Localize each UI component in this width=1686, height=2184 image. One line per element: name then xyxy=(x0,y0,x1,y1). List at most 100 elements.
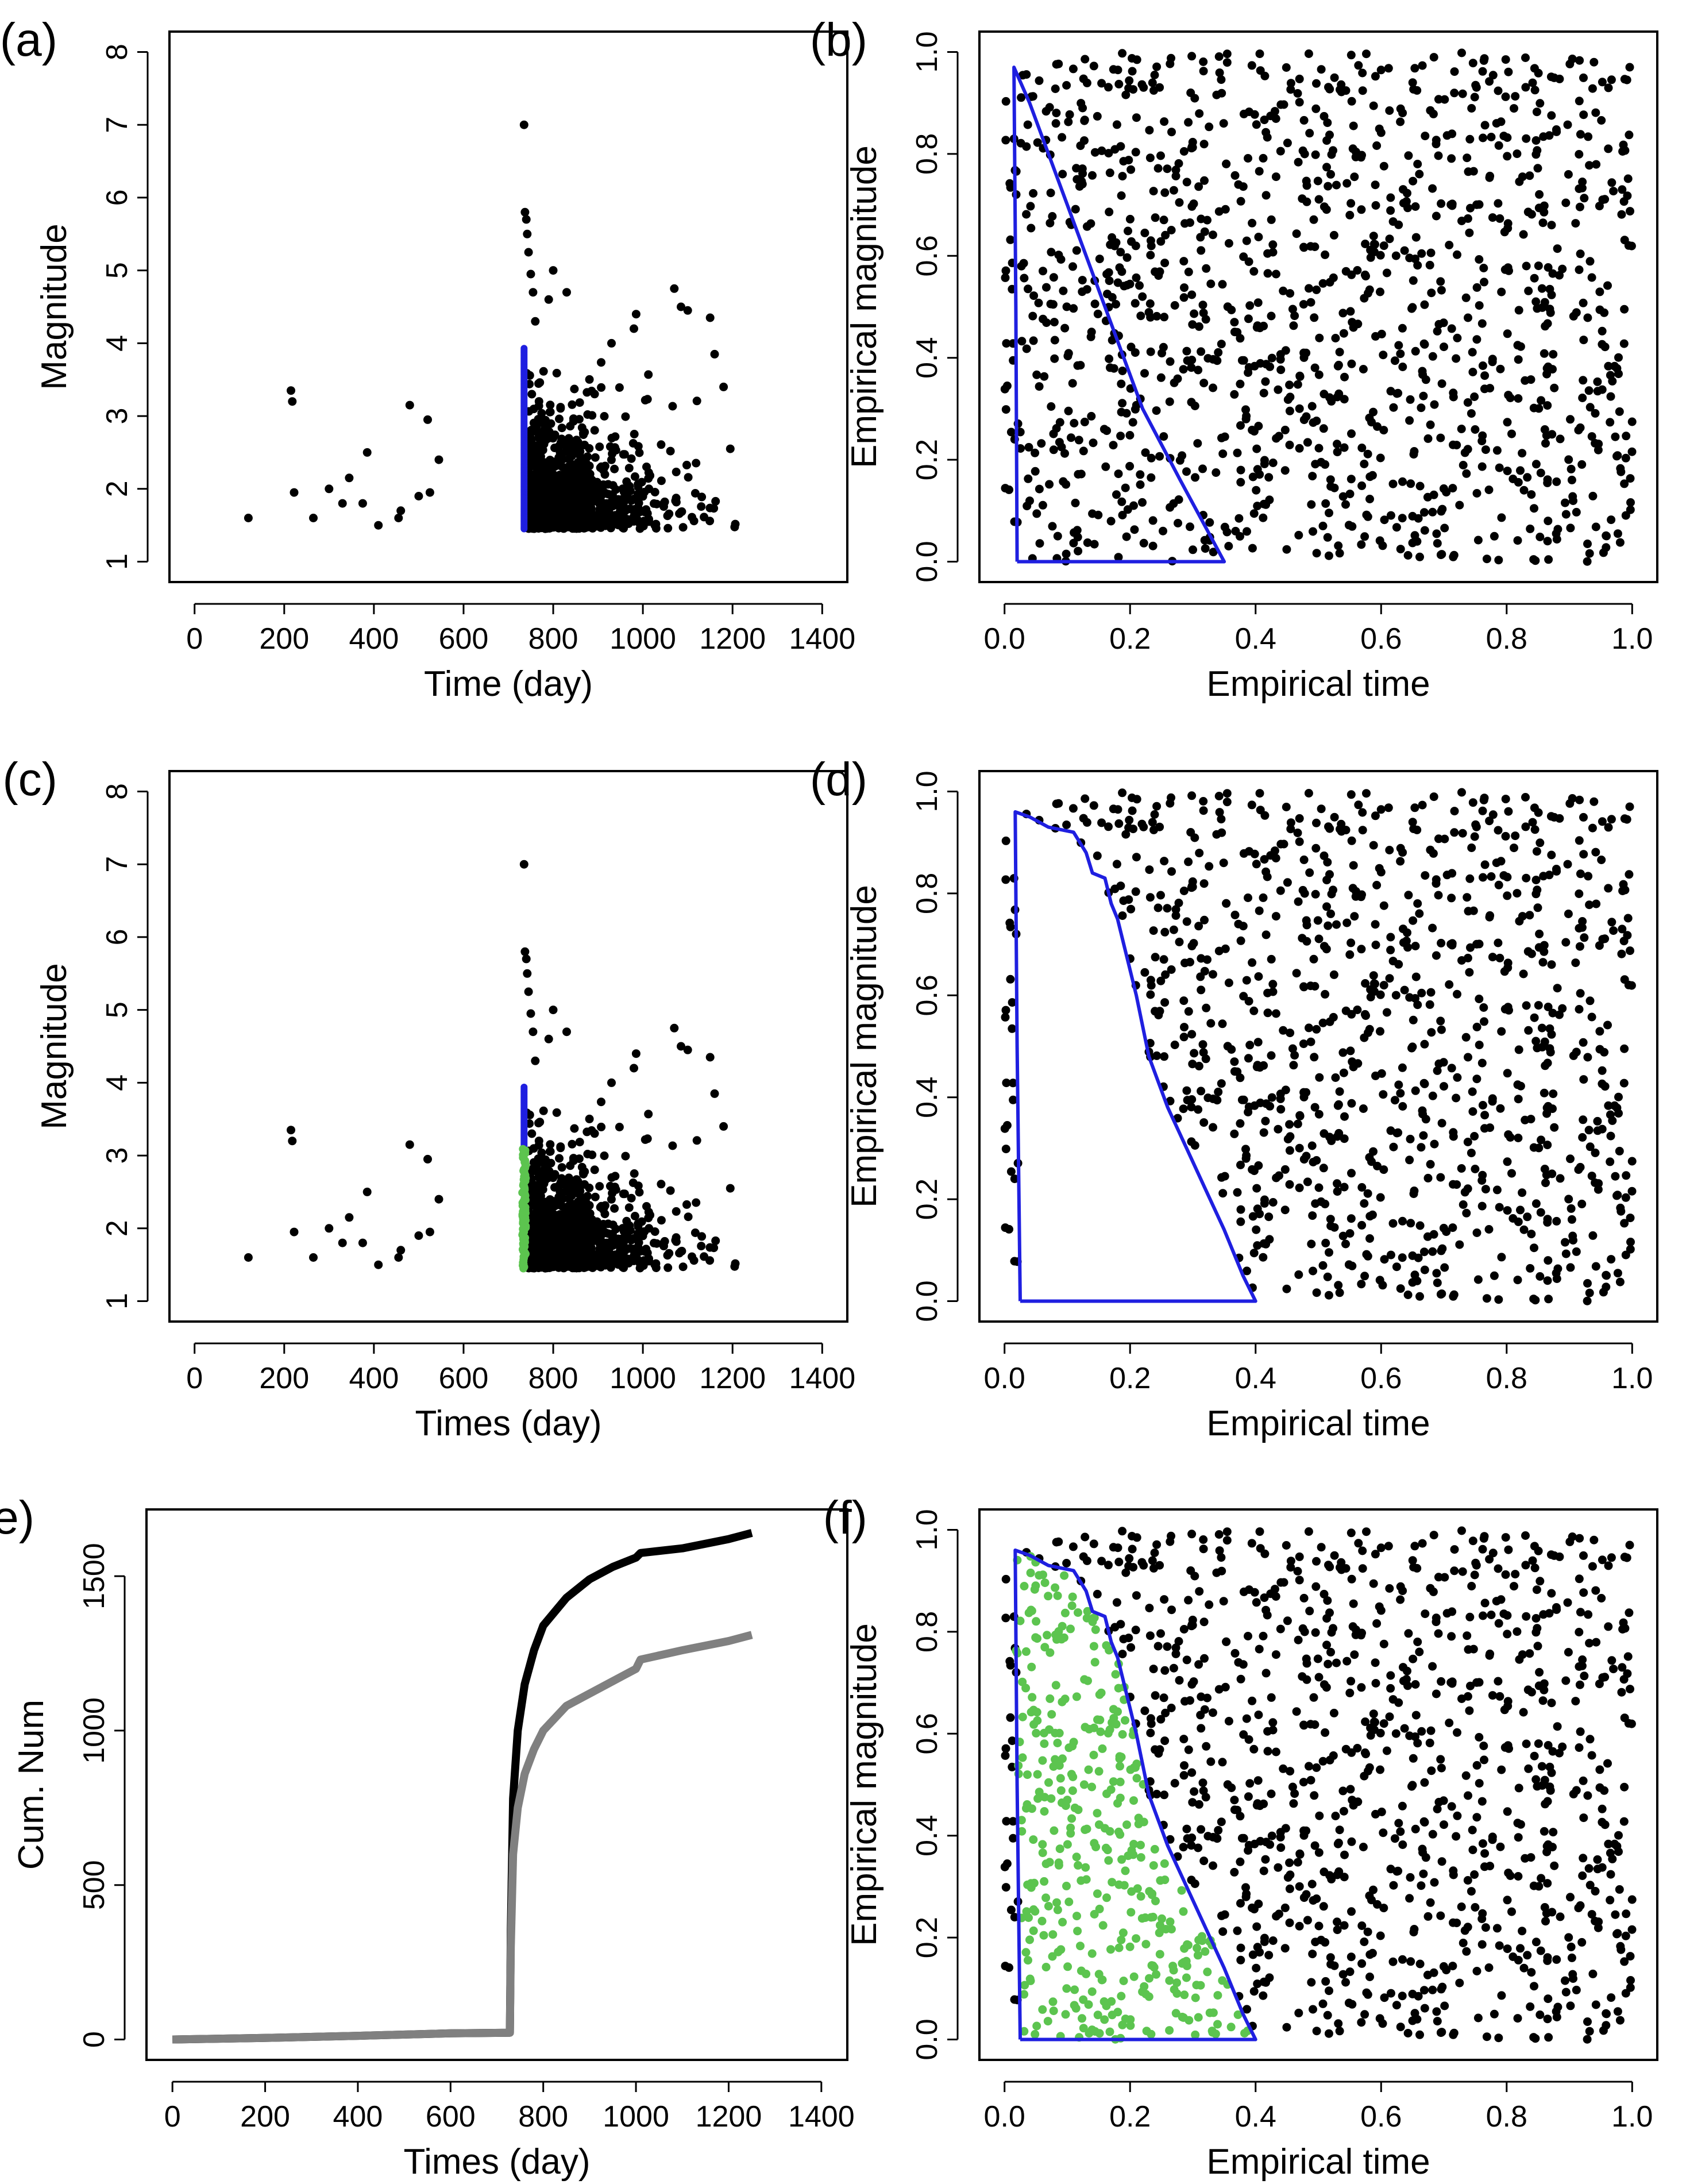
data-point xyxy=(1608,376,1617,386)
data-point xyxy=(1321,989,1330,999)
data-point xyxy=(1306,298,1315,307)
data-point xyxy=(1625,63,1634,72)
data-point xyxy=(1536,468,1545,477)
data-point xyxy=(1427,288,1436,298)
data-point xyxy=(1576,869,1585,879)
data-point xyxy=(1392,389,1402,398)
data-point xyxy=(1305,868,1314,877)
data-points xyxy=(1000,788,1637,1305)
data-point xyxy=(621,1246,630,1255)
data-point xyxy=(1311,843,1321,853)
data-point xyxy=(1583,540,1592,548)
data-point xyxy=(1313,176,1322,186)
data-point xyxy=(1450,88,1459,98)
data-point xyxy=(1516,1205,1525,1215)
y-axis-title: Magnitude xyxy=(34,963,74,1130)
data-point xyxy=(1099,425,1109,434)
data-point xyxy=(1001,405,1010,414)
data-point xyxy=(1620,479,1629,488)
data-point xyxy=(1267,215,1276,224)
data-point xyxy=(1339,329,1348,338)
data-point xyxy=(1338,1048,1348,1057)
data-point xyxy=(705,503,715,513)
data-point xyxy=(1218,1189,1228,1198)
x-tick-label: 0.8 xyxy=(1486,622,1527,656)
data-point xyxy=(1398,323,1407,333)
data-point xyxy=(1521,793,1530,802)
data-point xyxy=(590,1165,599,1174)
data-point xyxy=(1587,432,1596,441)
data-point xyxy=(1537,284,1546,293)
data-point xyxy=(612,1259,621,1268)
data-point xyxy=(670,1023,679,1033)
data-point xyxy=(1611,432,1620,441)
data-point xyxy=(1544,555,1553,564)
data-point xyxy=(1627,981,1636,990)
data-point xyxy=(1047,248,1056,257)
data-point xyxy=(309,1253,318,1262)
data-point xyxy=(1245,1041,1255,1050)
data-point xyxy=(1388,1219,1398,1228)
data-point xyxy=(585,375,594,384)
data-point xyxy=(560,1233,569,1242)
data-point xyxy=(541,415,550,425)
data-point xyxy=(1206,1019,1216,1028)
data-point xyxy=(1455,1240,1464,1249)
data-point xyxy=(1321,499,1330,508)
data-point xyxy=(630,430,639,438)
x-tick-label: 0.2 xyxy=(1109,622,1151,656)
data-point xyxy=(1139,538,1148,548)
data-point xyxy=(1514,355,1523,364)
data-point xyxy=(1398,1102,1407,1111)
data-point xyxy=(1531,136,1541,145)
data-point xyxy=(1263,1008,1272,1018)
data-point xyxy=(544,1034,553,1043)
data-point xyxy=(1490,1271,1499,1280)
data-point xyxy=(1169,925,1178,934)
data-point xyxy=(635,519,645,529)
data-point xyxy=(1322,136,1332,145)
data-point xyxy=(650,1227,659,1236)
data-point xyxy=(1409,276,1418,285)
x-tick-label: 0.8 xyxy=(1486,1362,1527,1395)
data-point xyxy=(1116,432,1125,441)
data-point xyxy=(1561,198,1571,207)
data-point xyxy=(1442,1227,1451,1237)
data-point xyxy=(622,515,631,524)
data-point xyxy=(1253,298,1263,307)
data-point xyxy=(651,1259,661,1268)
data-point xyxy=(608,496,616,506)
y-tick-label: 0.6 xyxy=(910,235,944,276)
data-point xyxy=(1621,511,1630,520)
data-point xyxy=(600,1151,609,1160)
data-point xyxy=(1299,353,1309,362)
data-point xyxy=(1072,246,1081,255)
data-point xyxy=(1450,807,1459,816)
data-point xyxy=(1222,49,1232,59)
data-point xyxy=(1588,491,1598,500)
data-point xyxy=(1465,968,1474,977)
data-point xyxy=(1518,449,1527,458)
data-point xyxy=(1361,979,1370,988)
data-point xyxy=(555,1154,564,1163)
data-point xyxy=(1575,184,1584,193)
data-point xyxy=(1513,889,1522,898)
data-point xyxy=(1248,958,1257,967)
data-point xyxy=(1292,229,1301,238)
data-point xyxy=(1398,514,1407,523)
data-point xyxy=(1369,1147,1378,1156)
data-point xyxy=(1379,161,1388,171)
data-point xyxy=(557,423,566,433)
data-point xyxy=(1214,348,1223,357)
data-point xyxy=(1547,850,1556,860)
data-point xyxy=(1575,836,1584,845)
data-point xyxy=(1311,150,1320,159)
data-point xyxy=(1208,970,1217,979)
data-point xyxy=(523,969,532,978)
data-point xyxy=(1299,300,1308,309)
data-point xyxy=(1585,549,1594,558)
data-point xyxy=(697,1242,706,1251)
data-point xyxy=(597,358,605,367)
data-point xyxy=(1152,62,1162,71)
data-point xyxy=(1310,1103,1320,1112)
